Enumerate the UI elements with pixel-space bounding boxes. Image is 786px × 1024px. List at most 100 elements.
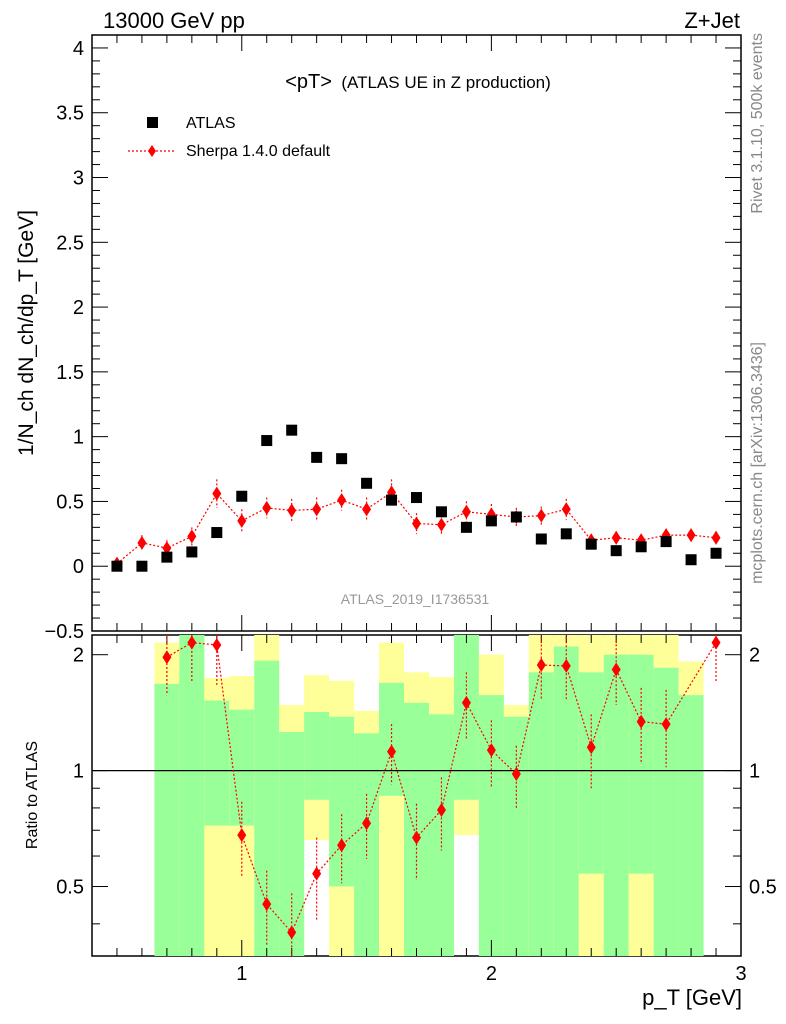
- ratio-sherpa-point: [412, 830, 421, 845]
- band-inner: [379, 682, 405, 796]
- sherpa-point: [412, 516, 421, 531]
- atlas-point: [585, 538, 597, 550]
- atlas-point: [411, 492, 422, 504]
- main-y-tick-label: 2.5: [56, 232, 84, 254]
- x-tick-label: 1: [236, 963, 247, 985]
- plot-title-line: <pT> (ATLAS UE in Z production): [285, 71, 551, 93]
- atlas-point: [560, 528, 572, 540]
- main-y-tick-label: 3.5: [56, 103, 84, 125]
- sherpa-point: [162, 541, 172, 556]
- ratio-y-tick-label-right: 2: [749, 645, 760, 667]
- atlas-point: [635, 541, 647, 553]
- sherpa-point: [237, 513, 247, 528]
- ratio-sherpa-point: [237, 828, 247, 843]
- ratio-y-tick-label-right: 1: [749, 761, 760, 783]
- band-inner: [678, 695, 704, 956]
- analysis-label: ATLAS_2019_I1736531: [341, 591, 490, 607]
- band-inner: [603, 654, 629, 956]
- ratio-sherpa-point: [461, 695, 471, 710]
- ratio-y-tick-label: 0.5: [56, 877, 84, 899]
- ratio-sherpa-point: [187, 635, 197, 650]
- atlas-point: [535, 533, 547, 545]
- ratio-sherpa-point: [661, 717, 671, 732]
- legend-label-atlas: ATLAS: [186, 115, 236, 132]
- ratio-sherpa-point: [561, 658, 571, 673]
- band-inner: [179, 635, 205, 956]
- band-inner: [578, 672, 604, 874]
- atlas-point: [386, 494, 398, 506]
- ratio-sherpa-point: [312, 866, 322, 881]
- sherpa-point: [536, 508, 546, 523]
- sherpa-point: [212, 486, 222, 501]
- mcplots-label: mcplots.cern.ch [arXiv:1306.3436]: [749, 342, 766, 584]
- legend: ATLAS Sherpa 1.4.0 default: [128, 115, 331, 160]
- atlas-point: [236, 490, 248, 502]
- sherpa-point: [337, 493, 347, 508]
- plot-title: <pT>: [285, 71, 332, 93]
- band-inner: [154, 683, 180, 956]
- atlas-point: [286, 424, 298, 436]
- atlas-point: [361, 477, 373, 489]
- sherpa-point: [686, 528, 696, 543]
- ratio-axis-ticks: 1 2 3 0.5 0.5 1 1 2 2: [56, 635, 777, 985]
- legend-marker-atlas: [147, 117, 158, 128]
- ratio-sherpa-point: [262, 897, 272, 912]
- atlas-point: [435, 506, 447, 518]
- x-tick-label: 2: [486, 963, 497, 985]
- sherpa-point: [561, 502, 571, 517]
- ratio-sherpa-point: [586, 740, 596, 755]
- sherpa-point: [262, 500, 272, 515]
- ratio-sherpa-point: [711, 635, 721, 650]
- sherpa-point: [137, 535, 147, 550]
- main-y-tick-label: 1: [73, 427, 84, 449]
- legend-marker-sherpa: [148, 145, 156, 157]
- band-inner: [329, 716, 355, 887]
- header-right: Z+Jet: [684, 8, 740, 33]
- ratio-y-tick-label-right: 0.5: [749, 877, 777, 899]
- sherpa-point: [362, 502, 372, 517]
- atlas-point: [311, 451, 323, 463]
- ratio-sherpa-point: [337, 838, 347, 853]
- atlas-point: [610, 545, 622, 557]
- ratio-y-axis-label: Ratio to ATLAS: [24, 741, 41, 849]
- sherpa-point: [461, 504, 471, 519]
- x-axis-label: p_T [GeV]: [642, 985, 742, 1010]
- atlas-point: [186, 546, 198, 558]
- ratio-sherpa-point: [162, 650, 172, 665]
- header-left: 13000 GeV pp: [103, 8, 245, 33]
- main-y-tick-label: −0.5: [45, 621, 84, 643]
- atlas-point: [460, 521, 472, 533]
- atlas-point: [710, 547, 722, 559]
- atlas-point: [336, 453, 348, 465]
- ratio-sherpa-point: [636, 714, 646, 729]
- atlas-point: [510, 511, 522, 523]
- legend-label-sherpa: Sherpa 1.4.0 default: [186, 143, 331, 160]
- atlas-point: [685, 554, 697, 566]
- main-y-tick-label: 0: [73, 556, 84, 578]
- main-y-tick-label: 2: [73, 297, 84, 319]
- band-inner: [478, 695, 504, 956]
- ratio-sherpa-point: [436, 803, 446, 818]
- atlas-point: [211, 527, 223, 539]
- x-tick-label: 3: [735, 963, 746, 985]
- band-inner: [503, 716, 529, 956]
- ratio-y-tick-label: 1: [73, 761, 84, 783]
- main-y-tick-label: 3: [73, 168, 84, 190]
- rivet-label: Rivet 3.1.10, 500k events: [749, 33, 766, 214]
- sherpa-point: [312, 502, 322, 517]
- main-y-tick-label: 4: [73, 38, 84, 60]
- ratio-y-tick-label: 2: [73, 645, 84, 667]
- ratio-sherpa-point: [287, 925, 297, 940]
- sherpa-point: [436, 517, 446, 532]
- plot-subtitle: (ATLAS UE in Z production): [341, 73, 550, 92]
- main-y-tick-label: 0.5: [56, 491, 84, 513]
- main-y-tick-label: 1.5: [56, 362, 84, 384]
- sherpa-point: [187, 529, 197, 544]
- band-inner: [304, 711, 330, 800]
- atlas-point: [161, 551, 173, 563]
- sherpa-point: [711, 530, 721, 545]
- main-axis-ticks: −0.5 0 0.5 1 1.5 2 2.5 3 3.5 4: [45, 34, 742, 643]
- band-inner: [354, 733, 380, 956]
- ratio-sherpa-point: [611, 662, 621, 677]
- sherpa-point: [287, 503, 297, 518]
